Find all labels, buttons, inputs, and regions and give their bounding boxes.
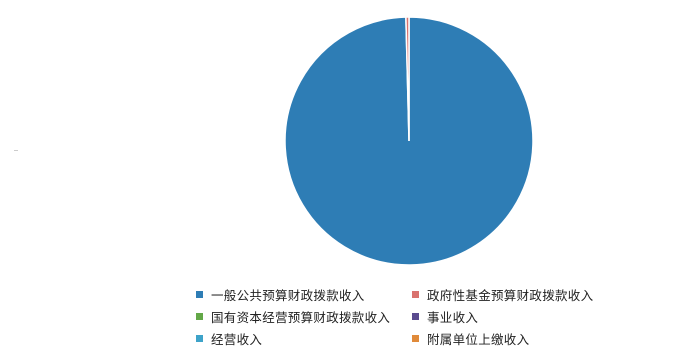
legend-swatch: [412, 291, 419, 298]
legend-swatch: [196, 291, 203, 298]
decorative-tick: [14, 150, 18, 151]
legend-label: 经营收入: [211, 332, 263, 347]
legend-label: 附属单位上缴收入: [427, 332, 530, 347]
legend-label: 国有资本经营预算财政拨款收入: [211, 310, 391, 325]
legend-swatch: [196, 335, 203, 342]
legend-swatch: [412, 335, 419, 342]
legend-item-state-capital: 国有资本经营预算财政拨款收入: [196, 308, 408, 325]
chart-legend: 一般公共预算财政拨款收入 政府性基金预算财政拨款收入 国有资本经营预算财政拨款收…: [196, 286, 636, 347]
legend-item-business-income: 事业收入: [412, 308, 632, 325]
pie-slice: [405, 16, 410, 142]
legend-item-government-fund: 政府性基金预算财政拨款收入: [412, 286, 632, 303]
legend-label: 一般公共预算财政拨款收入: [211, 288, 365, 303]
legend-label: 事业收入: [427, 310, 479, 325]
legend-swatch: [196, 313, 203, 320]
legend-item-operating-income: 经营收入: [196, 330, 408, 347]
legend-item-affiliated-units: 附属单位上缴收入: [412, 330, 632, 347]
legend-label: 政府性基金预算财政拨款收入: [427, 288, 594, 303]
legend-swatch: [412, 313, 419, 320]
legend-item-general-budget: 一般公共预算财政拨款收入: [196, 286, 408, 303]
